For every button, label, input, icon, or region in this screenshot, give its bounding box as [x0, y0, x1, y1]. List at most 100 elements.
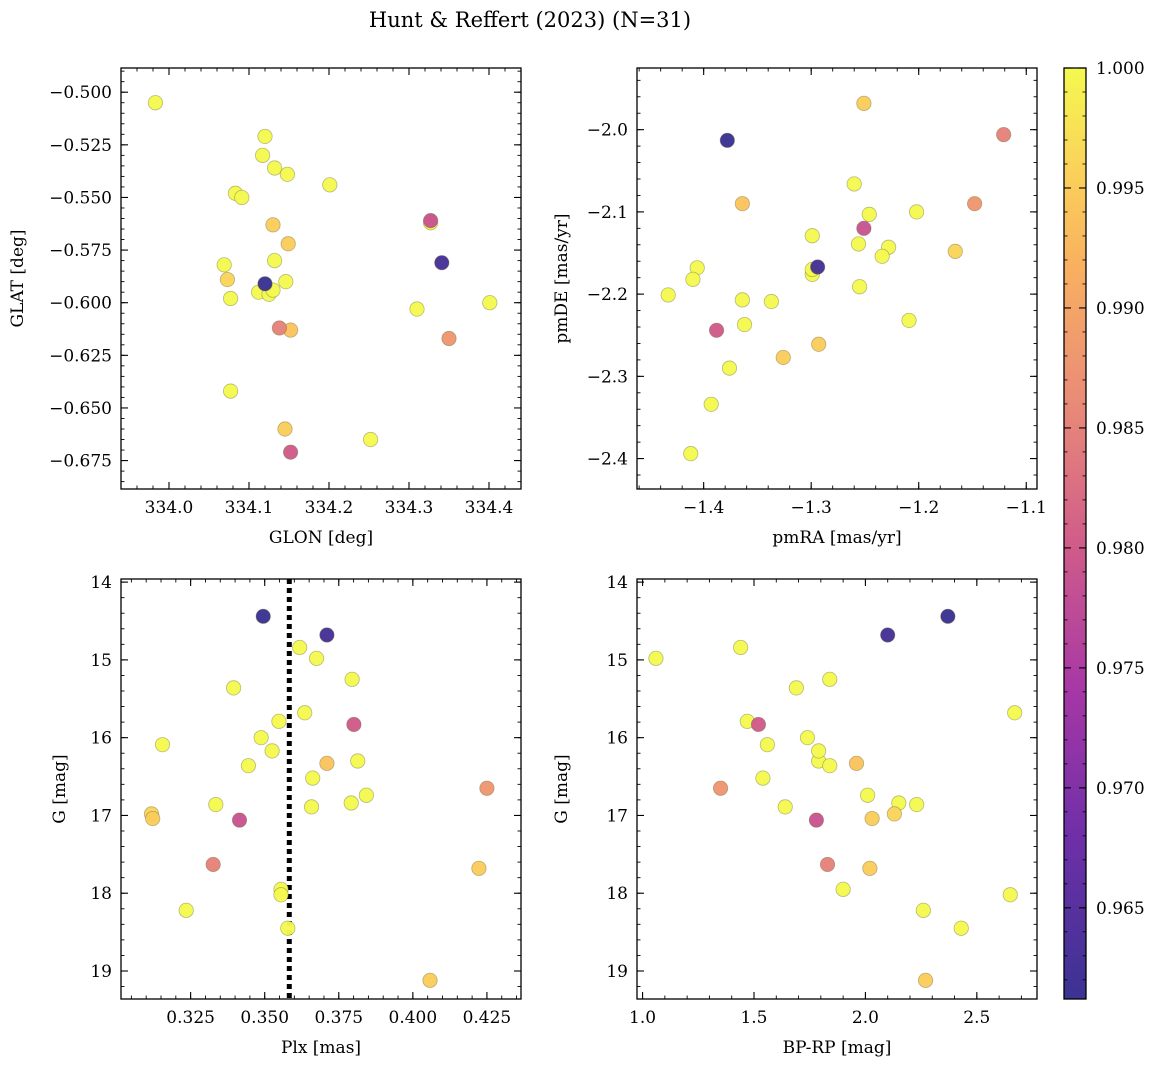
scatter-point — [734, 292, 750, 308]
y-tick-label: 15 — [606, 651, 628, 671]
y-tick-label: −0.575 — [49, 241, 112, 261]
scatter-point — [205, 856, 221, 873]
scatter-point — [319, 627, 335, 643]
scatter-point — [755, 770, 771, 786]
y-tick-label: 17 — [90, 806, 112, 826]
scatter-point — [856, 220, 872, 236]
x-tick-label: 2.0 — [852, 1008, 879, 1028]
y-axis-label: pmDE [mas/yr] — [552, 213, 572, 343]
y-axis-label: G [mag] — [552, 754, 572, 823]
scatter-point — [947, 243, 963, 259]
y-tick-label: −2.3 — [587, 367, 628, 387]
scatter-point — [835, 881, 851, 897]
scatter-point — [848, 755, 865, 771]
scatter-point — [231, 812, 248, 828]
scatter-point — [271, 713, 287, 729]
scatter-point — [917, 972, 934, 988]
scatter-point — [471, 860, 487, 876]
x-axis-label: GLON [deg] — [269, 528, 373, 548]
scatter-point — [860, 787, 876, 803]
scatter-point — [441, 330, 457, 347]
scatter-point — [253, 730, 269, 746]
y-tick-label: 19 — [90, 962, 112, 982]
colorbar-tick-label: 0.975 — [1096, 659, 1145, 679]
scatter-point — [322, 177, 338, 193]
scatter-point — [234, 189, 250, 206]
scatter-point — [350, 753, 366, 769]
scatter-point — [967, 196, 983, 212]
x-tick-label: 1.0 — [629, 1008, 656, 1028]
y-tick-label: −0.550 — [49, 188, 112, 208]
y-tick-label: 18 — [606, 884, 628, 904]
scatter-point — [265, 217, 281, 233]
scatter-point — [266, 253, 283, 269]
scatter-point — [1002, 887, 1018, 903]
scatter-point — [861, 206, 877, 222]
x-tick-label: 334.0 — [145, 498, 194, 518]
y-tick-label: −2.2 — [587, 285, 628, 305]
scatter-point — [277, 421, 293, 437]
scatter-point — [909, 796, 925, 813]
colorbar-tick-label: 0.980 — [1096, 539, 1145, 559]
x-tick-label: −1.1 — [1006, 498, 1047, 518]
scatter-point — [750, 716, 767, 733]
panels: 334.0 334.1 334.2 334.3 334.4 −0.500 −0.525 −0.… — [8, 67, 1047, 1058]
x-axis-label: pmRA [mas/yr] — [772, 528, 901, 548]
scatter-point — [257, 276, 273, 292]
scatter-point — [255, 147, 271, 163]
scatter-point — [297, 705, 313, 721]
y-tick-label: 18 — [90, 884, 112, 904]
x-tick-label: 334.4 — [465, 498, 514, 518]
panel-4: 1.0 1.5 2.0 2.5 14 15 16 17 18 19 BP-RP [mag] G [ma… — [552, 573, 1038, 1058]
scatter-point — [804, 228, 820, 244]
scatter-point — [721, 360, 738, 376]
scatter-point — [736, 316, 753, 333]
scatter-point — [308, 650, 325, 666]
scatter-point — [733, 639, 749, 656]
y-tick-label: 14 — [90, 573, 112, 593]
scatter-point — [901, 312, 917, 329]
x-tick-label: 0.400 — [389, 1008, 438, 1028]
scatter-point — [915, 902, 931, 918]
colorbar-bar — [1063, 67, 1087, 1000]
panel-2: −1.4 −1.3 −1.2 −1.1 −2.0 −2.1 −2.2 −2.3 −2.4 pmRA… — [552, 67, 1047, 548]
plot-frame — [120, 578, 522, 1000]
colorbar-tick-label: 0.995 — [1096, 179, 1145, 199]
y-tick-label: −0.525 — [49, 136, 112, 156]
scatter-point — [799, 730, 816, 746]
y-tick-label: 14 — [606, 573, 628, 593]
y-tick-label: 16 — [90, 729, 112, 749]
scatter-point — [953, 920, 969, 936]
scatter-point — [219, 271, 235, 288]
colorbar-tick-label: 0.965 — [1096, 899, 1145, 919]
scatter-point — [708, 322, 725, 338]
scatter-point — [479, 780, 495, 796]
y-axis-label: GLAT [deg] — [8, 229, 28, 327]
scatter-point — [846, 176, 862, 192]
scatter-point — [225, 680, 242, 696]
scatter-point — [305, 770, 321, 786]
y-tick-label: −0.500 — [49, 83, 112, 103]
scatter-point — [996, 127, 1012, 143]
scatter-point — [292, 639, 308, 656]
figure-title: Hunt & Reffert (2023) (N=31) — [369, 8, 691, 32]
scatter-point — [874, 248, 890, 264]
scatter-point — [685, 271, 701, 287]
scatter-point — [864, 810, 880, 827]
scatter-point — [358, 787, 374, 803]
plot-frame — [120, 67, 522, 490]
scatter-point — [147, 95, 163, 111]
scatter-point — [346, 716, 362, 733]
x-tick-label: 0.350 — [240, 1008, 289, 1028]
y-tick-label: −0.600 — [49, 294, 112, 314]
scatter-point — [822, 758, 838, 774]
scatter-point — [683, 446, 699, 462]
scatter-point — [850, 236, 867, 252]
x-tick-label: −1.2 — [898, 498, 939, 518]
scatter-point — [856, 95, 872, 111]
scatter-point — [808, 812, 824, 828]
scatter-point — [648, 650, 664, 666]
scatter-point — [266, 160, 283, 176]
scatter-point — [703, 396, 719, 412]
y-tick-label: −0.650 — [49, 399, 112, 419]
